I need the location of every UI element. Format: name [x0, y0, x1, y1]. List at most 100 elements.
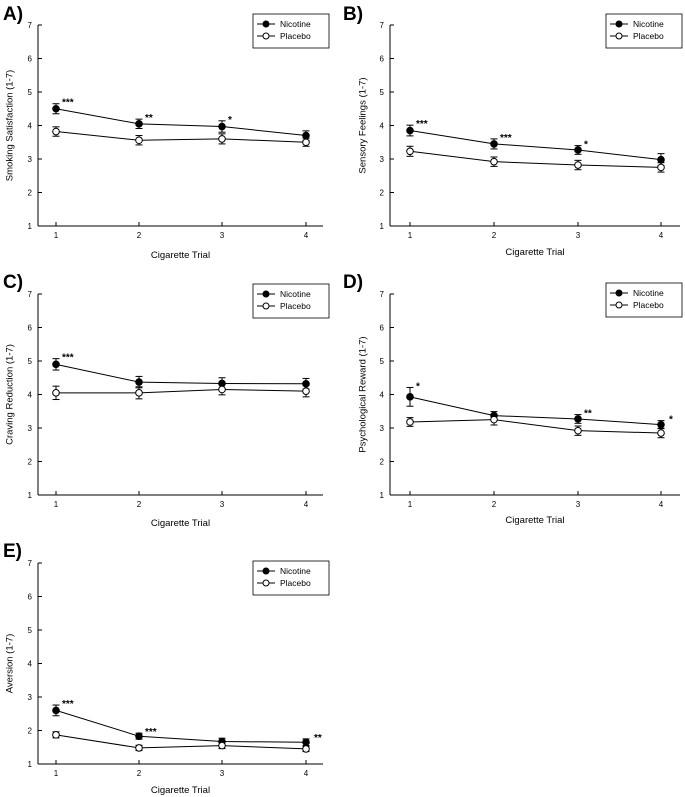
legend: Nicotine Placebo	[252, 283, 330, 319]
x-tick-label: 3	[220, 231, 225, 240]
x-tick-label: 3	[220, 769, 225, 778]
legend-label: Nicotine	[280, 566, 311, 576]
data-point-placebo	[406, 147, 414, 156]
significance-marker: **	[145, 113, 153, 124]
legend-label: Placebo	[633, 31, 664, 41]
x-axis-title: Cigarette Trial	[151, 785, 210, 796]
x-tick-label: 2	[137, 769, 142, 778]
legend-box	[252, 13, 330, 49]
data-point-placebo	[218, 385, 226, 394]
y-tick-label: 2	[28, 727, 33, 736]
y-tick-label: 3	[28, 155, 33, 164]
legend-marker	[262, 290, 270, 298]
y-tick-label: 2	[28, 458, 33, 467]
legend-label: Nicotine	[280, 289, 311, 299]
significance-marker: ***	[62, 353, 74, 364]
data-point-placebo	[302, 387, 310, 395]
panel-letter: B)	[343, 4, 363, 25]
y-tick-label: 1	[380, 491, 385, 500]
y-tick-label: 3	[28, 424, 33, 433]
y-tick-label: 4	[28, 122, 33, 131]
y-tick-label: 7	[28, 290, 33, 299]
y-tick-label: 5	[28, 357, 33, 366]
panel-letter: C)	[3, 272, 23, 293]
x-tick-label: 2	[492, 500, 497, 509]
y-axis-title: Psychological Reward (1-7)	[358, 336, 369, 452]
chart-panel-1: A) 1 2 3 4 5 6 7 1 2 3 4 Cigarette Trial Smoking Sati…	[3, 4, 330, 261]
legend-label: Nicotine	[633, 288, 664, 298]
data-point-nicotine	[657, 420, 665, 429]
y-tick-label: 5	[380, 88, 385, 97]
y-tick-label: 2	[380, 458, 385, 467]
x-tick-label: 1	[54, 500, 59, 509]
data-point-placebo	[52, 389, 60, 397]
series-line-nicotine	[409, 130, 662, 161]
significance-marker: **	[314, 733, 322, 744]
data-point-placebo	[218, 741, 226, 750]
x-tick-label: 4	[304, 500, 309, 509]
data-point-placebo	[135, 136, 143, 145]
data-point-nicotine	[406, 393, 414, 401]
series-line-placebo	[55, 131, 307, 143]
x-tick-label: 2	[492, 231, 497, 240]
series-line-placebo	[55, 734, 307, 750]
series-line-placebo	[409, 150, 662, 168]
x-tick-label: 1	[408, 231, 413, 240]
legend-label: Nicotine	[633, 19, 664, 29]
x-tick-label: 4	[304, 231, 309, 240]
y-tick-label: 1	[28, 760, 33, 769]
y-tick-label: 6	[28, 593, 33, 602]
data-point-nicotine	[490, 140, 498, 148]
data-point-nicotine	[135, 120, 143, 128]
x-axis-title: Cigarette Trial	[151, 518, 210, 529]
series-line-nicotine	[55, 108, 307, 137]
legend-marker	[615, 32, 623, 40]
y-tick-label: 4	[380, 391, 385, 400]
y-axis-title: Aversion (1-7)	[5, 634, 16, 694]
legend-marker	[615, 289, 623, 297]
data-point-nicotine	[52, 706, 60, 715]
data-point-placebo	[302, 138, 310, 147]
legend-marker	[262, 302, 270, 310]
significance-marker: *	[416, 381, 420, 392]
data-point-nicotine	[574, 415, 582, 423]
x-tick-label: 1	[54, 231, 59, 240]
y-axis-title: Sensory Feelings (1-7)	[358, 77, 369, 173]
y-tick-label: 4	[28, 391, 33, 400]
y-tick-label: 7	[380, 290, 385, 299]
y-tick-label: 5	[28, 626, 33, 635]
legend: Nicotine Placebo	[605, 13, 683, 49]
y-tick-label: 7	[28, 559, 33, 568]
legend-box	[605, 13, 683, 49]
y-tick-label: 1	[28, 222, 33, 231]
significance-marker: *	[228, 115, 232, 126]
legend-label: Placebo	[280, 578, 311, 588]
data-point-placebo	[406, 418, 414, 426]
legend-marker	[262, 32, 270, 40]
y-tick-label: 3	[380, 155, 385, 164]
y-tick-label: 4	[28, 660, 33, 669]
x-axis-title: Cigarette Trial	[505, 515, 564, 526]
data-point-placebo	[657, 163, 665, 172]
data-point-placebo	[135, 389, 143, 397]
y-tick-label: 5	[380, 357, 385, 366]
significance-marker: ***	[500, 133, 512, 144]
x-tick-label: 1	[408, 500, 413, 509]
legend: Nicotine Placebo	[252, 13, 330, 49]
series-line-nicotine	[55, 709, 307, 743]
legend-marker	[262, 20, 270, 28]
x-tick-label: 3	[576, 231, 581, 240]
y-axis-title: Craving Reduction (1-7)	[5, 344, 16, 445]
data-point-placebo	[218, 135, 226, 143]
y-tick-label: 1	[28, 491, 33, 500]
y-tick-label: 5	[28, 88, 33, 97]
x-tick-label: 2	[137, 500, 142, 509]
data-point-nicotine	[52, 104, 60, 113]
legend: Nicotine Placebo	[605, 282, 683, 318]
y-tick-label: 4	[380, 122, 385, 131]
legend-box	[252, 283, 330, 319]
panel-letter: D)	[343, 272, 363, 293]
panel-letter: E)	[3, 541, 22, 562]
data-point-placebo	[574, 426, 582, 435]
